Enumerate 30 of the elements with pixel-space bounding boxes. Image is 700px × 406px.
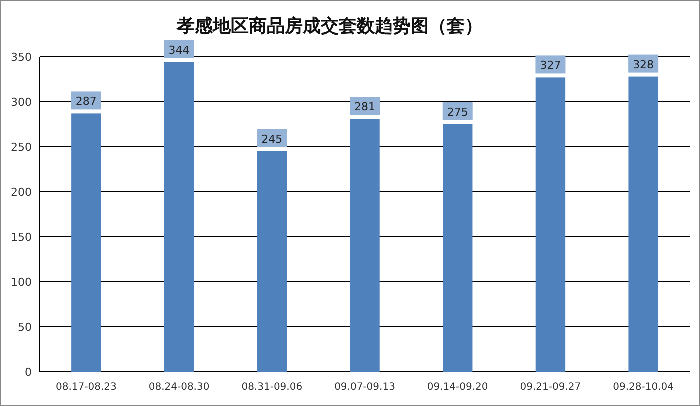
x-tick-label: 08.24-08.30	[148, 382, 210, 393]
bar	[164, 62, 194, 372]
data-label: 245	[262, 133, 283, 146]
bar	[536, 78, 566, 372]
bar	[257, 152, 287, 372]
y-tick-label: 350	[11, 51, 32, 64]
y-tick-label: 200	[11, 186, 32, 199]
data-label: 327	[540, 59, 562, 72]
x-tick-label: 09.14-09.20	[427, 382, 488, 393]
y-tick-label: 100	[11, 276, 32, 289]
y-tick-label: 300	[11, 96, 32, 109]
bar	[72, 114, 102, 372]
x-tick-label: 09.21-09.27	[520, 382, 582, 393]
bar	[350, 119, 380, 372]
y-tick-label: 50	[18, 321, 32, 334]
data-label: 344	[168, 44, 190, 57]
data-label: 281	[354, 100, 376, 114]
y-tick-label: 250	[11, 141, 32, 154]
y-tick-label: 0	[25, 366, 32, 379]
y-tick-label: 150	[11, 231, 32, 244]
bar	[443, 124, 473, 372]
x-tick-label: 08.31-09.06	[242, 382, 303, 393]
data-label: 287	[76, 95, 97, 108]
x-tick-label: 09.07-09.13	[334, 382, 396, 393]
bar	[628, 76, 658, 372]
data-label: 328	[633, 58, 654, 72]
chart-title: 孝感地区商品房成交套数趋势图（套）	[176, 16, 483, 37]
x-tick-label: 09.28-10.04	[613, 382, 674, 393]
data-label: 275	[447, 106, 468, 119]
x-tick-label: 08.17-08.23	[56, 382, 117, 393]
